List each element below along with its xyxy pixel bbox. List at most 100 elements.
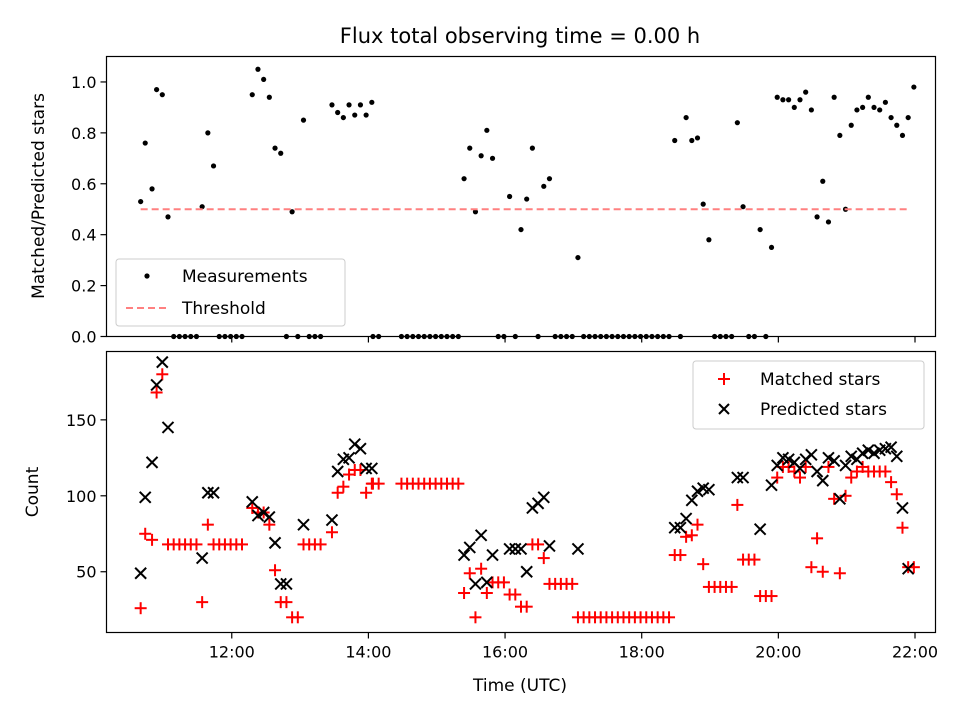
predicted-star-point [207, 486, 220, 499]
predicted-star-point [520, 565, 533, 578]
matched-star-point [360, 486, 373, 499]
measurement-point [154, 86, 160, 93]
measurement-point [694, 135, 701, 141]
measurement-point [352, 112, 358, 118]
predicted-star-point [685, 494, 699, 507]
predicted-star-point [702, 483, 716, 496]
predicted-star-point [810, 465, 824, 478]
matched-star-point [497, 576, 510, 589]
measurement-point [357, 102, 364, 108]
y-tick-label: 150 [66, 411, 97, 430]
predicted-star-point [668, 521, 681, 534]
predicted-star-point [896, 501, 909, 515]
matched-star-point [879, 465, 892, 478]
matched-star-point [731, 498, 744, 511]
measurement-point [507, 193, 513, 200]
measurement-point [911, 84, 917, 90]
predicted-star-point [827, 454, 841, 468]
matched-star-point [150, 386, 163, 399]
predicted-star-point [765, 478, 778, 492]
predicted-star-point [503, 542, 516, 556]
measurement-point [814, 214, 820, 220]
predicted-star-point [145, 456, 159, 469]
legend-box [692, 360, 925, 430]
matched-star-point [337, 480, 350, 493]
predicted-star-point [543, 539, 556, 553]
matched-star-point [458, 587, 471, 600]
x-tick-label: 14:00 [345, 643, 391, 662]
measurement-point [329, 102, 335, 108]
predicted-star-point [463, 541, 476, 554]
matched-star-point [822, 460, 835, 473]
predicted-star-point [509, 542, 522, 556]
matched-star-point [520, 600, 533, 613]
x-tick-label: 16:00 [482, 643, 528, 662]
measurement-point [369, 99, 375, 105]
measurement-point [489, 155, 496, 161]
measurement-point [860, 104, 866, 111]
matched-star-point [532, 538, 545, 551]
predicted-star-point [331, 465, 344, 478]
count-panel-xlabel: Time (UTC) [472, 676, 567, 696]
measurement-point [138, 198, 144, 205]
measurement-point [300, 117, 307, 123]
measurement-point [518, 226, 524, 233]
predicted-star-point [474, 529, 488, 542]
measurement-point [786, 97, 792, 103]
measurement-point [159, 92, 165, 98]
matched-star-point [697, 558, 710, 571]
count-panel-legend: Matched stars Predicted stars [692, 360, 925, 430]
measurement-point [837, 132, 843, 139]
measurement-point [894, 122, 900, 128]
matched-star-point [236, 538, 249, 551]
count-panel-ticks: 50 100 150 12:00 14:00 16:00 18:00 20:00 22:00 [66, 411, 938, 662]
matched-star-point [771, 471, 784, 484]
y-tick-label: 50 [76, 563, 96, 582]
matched-star-point [537, 552, 550, 565]
measurement-point [854, 107, 860, 113]
ratio-panel-frame [105, 55, 937, 338]
matched-star-point [196, 596, 209, 609]
predicted-star-point [156, 355, 169, 369]
predicted-star-point [365, 462, 379, 475]
measurement-point [467, 145, 473, 151]
matched-star-point [828, 492, 841, 505]
matched-star-point [134, 602, 147, 615]
predicted-star-point [793, 462, 807, 475]
measurement-point [882, 99, 888, 105]
count-panel-ylabel: Count [23, 466, 43, 517]
measurement-point [472, 209, 479, 215]
count-panel-marks [134, 355, 920, 624]
matched-star-point [190, 538, 203, 551]
x-tick-label: 18:00 [619, 643, 665, 662]
predicted-star-point [246, 495, 259, 509]
measurement-point [335, 109, 341, 116]
predicted-star-point [805, 448, 818, 461]
measurement-point [272, 145, 278, 151]
matched-star-point [811, 532, 824, 545]
measurement-point [905, 114, 911, 121]
predicted-star-point [771, 459, 784, 472]
y-tick-label: 0.0 [71, 328, 96, 347]
predicted-star-point [354, 442, 367, 455]
predicted-star-point [839, 459, 852, 472]
predicted-star-point [325, 513, 339, 527]
measurement-point [205, 130, 211, 136]
measurement-point [529, 145, 535, 151]
measurement-point [848, 122, 854, 128]
matched-star-point [725, 580, 738, 593]
measurement-point [289, 209, 295, 215]
predicted-star-point [150, 378, 163, 392]
predicted-star-point [486, 548, 499, 562]
predicted-star-point [195, 551, 209, 565]
measurement-point [249, 92, 255, 98]
matched-star-point [269, 564, 282, 577]
measurement-point [774, 94, 780, 100]
matched-star-point [765, 590, 778, 603]
measurement-point [689, 137, 695, 144]
matched-star-point [201, 518, 214, 531]
matched-star-point [805, 561, 818, 574]
measurement-point [865, 94, 871, 100]
matched-star-point [475, 562, 488, 575]
matched-star-point [685, 529, 698, 542]
